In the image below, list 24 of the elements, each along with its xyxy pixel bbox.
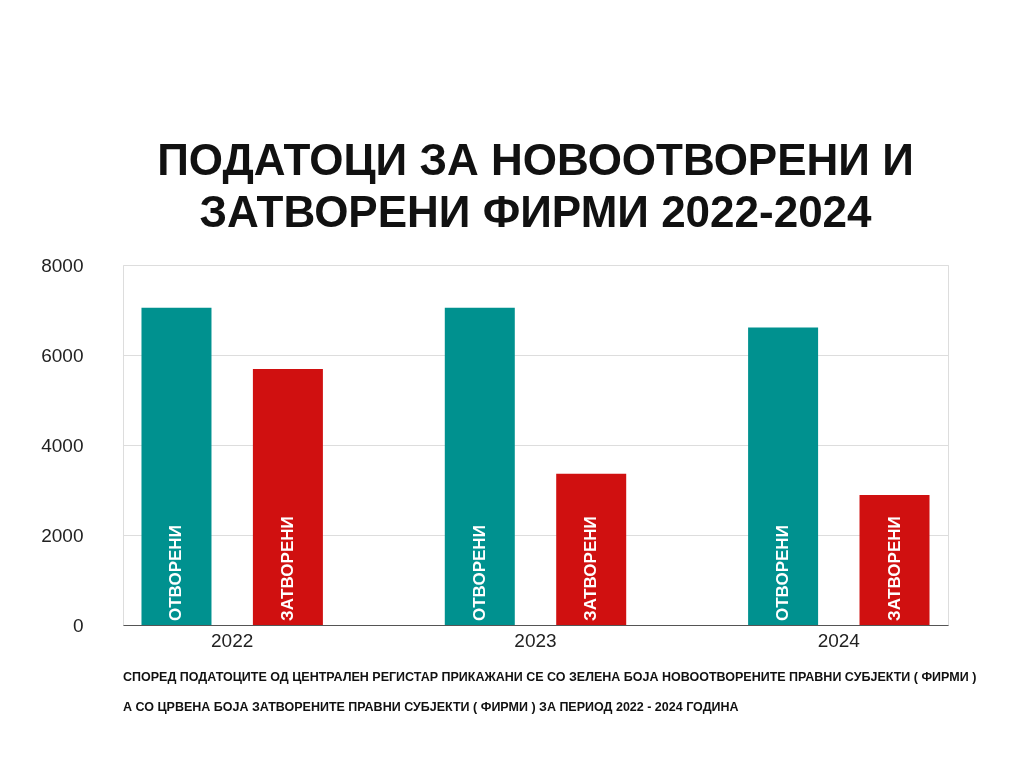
bar <box>556 473 627 625</box>
text: ОТВОРЕНИ <box>469 525 489 621</box>
text: СПОРЕД ПОДАТОЦИТЕ ОД ЦЕНТРАЛЕН РЕГИСТАР ПРИКАЖАНИ СЕ СО ЗЕЛЕНА БОЈА НОВООТВОРЕНИТЕ ПРАВНИ СУБЈЕКТИ ( ФИРМИ ) <box>123 670 977 684</box>
y-tick-label: 6000 <box>41 344 84 366</box>
bar <box>859 494 930 625</box>
x-tick-label: 2022 <box>211 629 254 651</box>
text: А СО ЦРВЕНА БОЈА ЗАТВОРЕНИТЕ ПРАВНИ СУБЈЕКТИ ( ФИРМИ ) ЗА ПЕРИОД 2022 - 2024 ГОДИНА <box>123 700 739 714</box>
x-tick-label: 2024 <box>817 629 861 651</box>
y-tick-label: 8000 <box>41 254 84 276</box>
text: ЗАТВОРЕНИ ФИРМИ 2022-2024 <box>199 187 872 236</box>
y-tick-label: 4000 <box>41 434 84 456</box>
series-label: ЗАТВОРЕНИ <box>277 516 297 621</box>
bar <box>252 368 323 625</box>
x-tick-label: 2023 <box>514 629 557 651</box>
text: ЗАТВОРЕНИ <box>581 516 601 621</box>
bar <box>444 307 515 625</box>
text: ОТВОРЕНИ <box>773 525 793 621</box>
bar <box>748 327 819 625</box>
text: ПОДАТОЦИ ЗА НОВООТВОРЕНИ И <box>157 135 914 184</box>
y-tick-label: 2000 <box>41 524 84 546</box>
series-label: ОТВОРЕНИ <box>166 525 186 621</box>
bar <box>141 307 212 625</box>
y-tick-label: 0 <box>72 614 84 636</box>
text: ЗАТВОРЕНИ <box>884 516 904 621</box>
